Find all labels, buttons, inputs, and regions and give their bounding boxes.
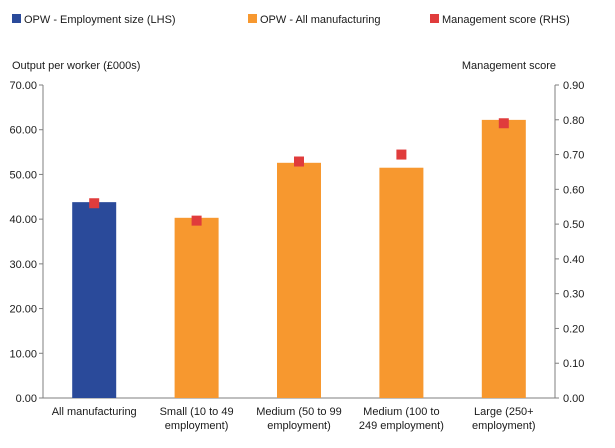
y-tick-label: 70.00 (9, 80, 37, 92)
y2-tick-label: 0.90 (563, 80, 584, 92)
y2-tick-label: 0.80 (563, 115, 584, 127)
bars (72, 119, 526, 399)
y2-tick-label: 0.00 (563, 393, 584, 405)
y-axis-title: Output per worker (£000s) (12, 60, 140, 72)
score-marker (396, 149, 407, 160)
x-tick-label: Medium (50 to 99 (256, 406, 342, 418)
y2-axis-title: Management score (462, 60, 556, 72)
y2-tick-label: 0.70 (563, 150, 584, 162)
y2-tick-label: 0.50 (563, 219, 584, 231)
y-tick-label: 40.00 (9, 214, 37, 226)
y2-tick-label: 0.40 (563, 254, 584, 266)
score-marker (89, 198, 100, 209)
y2-tick-label: 0.20 (563, 323, 584, 335)
legend-swatch (248, 14, 257, 23)
y-tick-label: 10.00 (9, 348, 37, 360)
bar (379, 167, 424, 398)
score-marker (191, 215, 202, 226)
y-tick-label: 0.00 (16, 393, 37, 405)
bar (481, 119, 526, 399)
x-tick-label: employment) (472, 420, 536, 432)
markers (89, 118, 509, 226)
legend-label: OPW - Employment size (LHS) (24, 14, 176, 26)
legend-swatch (430, 14, 439, 23)
y-tick-label: 30.00 (9, 259, 37, 271)
x-tick-label: Small (10 to 49 (160, 406, 234, 418)
score-marker (294, 156, 304, 167)
x-tick-label: All manufacturing (52, 406, 137, 418)
legend-label: Management score (RHS) (442, 14, 570, 26)
x-tick-labels: All manufacturing Small (10 to 49 employme… (52, 406, 536, 432)
legend: OPW - Employment size (LHS) OPW - All man… (12, 14, 570, 26)
y2-tick-label: 0.30 (563, 289, 584, 301)
bar (72, 202, 117, 398)
x-tick-label: employment) (165, 420, 229, 432)
legend-label: OPW - All manufacturing (260, 14, 380, 26)
score-marker (498, 118, 509, 129)
y-tick-label: 20.00 (9, 304, 37, 316)
x-tick-label: employment) (267, 420, 331, 432)
y2-tick-label: 0.10 (563, 358, 584, 370)
bar (174, 217, 219, 398)
y2-tick-label: 0.60 (563, 184, 584, 196)
x-tick-label: 249 employment) (359, 420, 444, 432)
legend-swatch (12, 14, 21, 23)
y-tick-label: 50.00 (9, 169, 37, 181)
bar (277, 162, 321, 398)
axes: 0.00 10.00 20.00 30.00 40.00 50.00 60.00 70.00 0… (9, 80, 584, 405)
x-tick-label: Large (250+ (474, 406, 534, 418)
x-tick-label: Medium (100 to (363, 406, 439, 418)
y-tick-label: 60.00 (9, 125, 37, 137)
